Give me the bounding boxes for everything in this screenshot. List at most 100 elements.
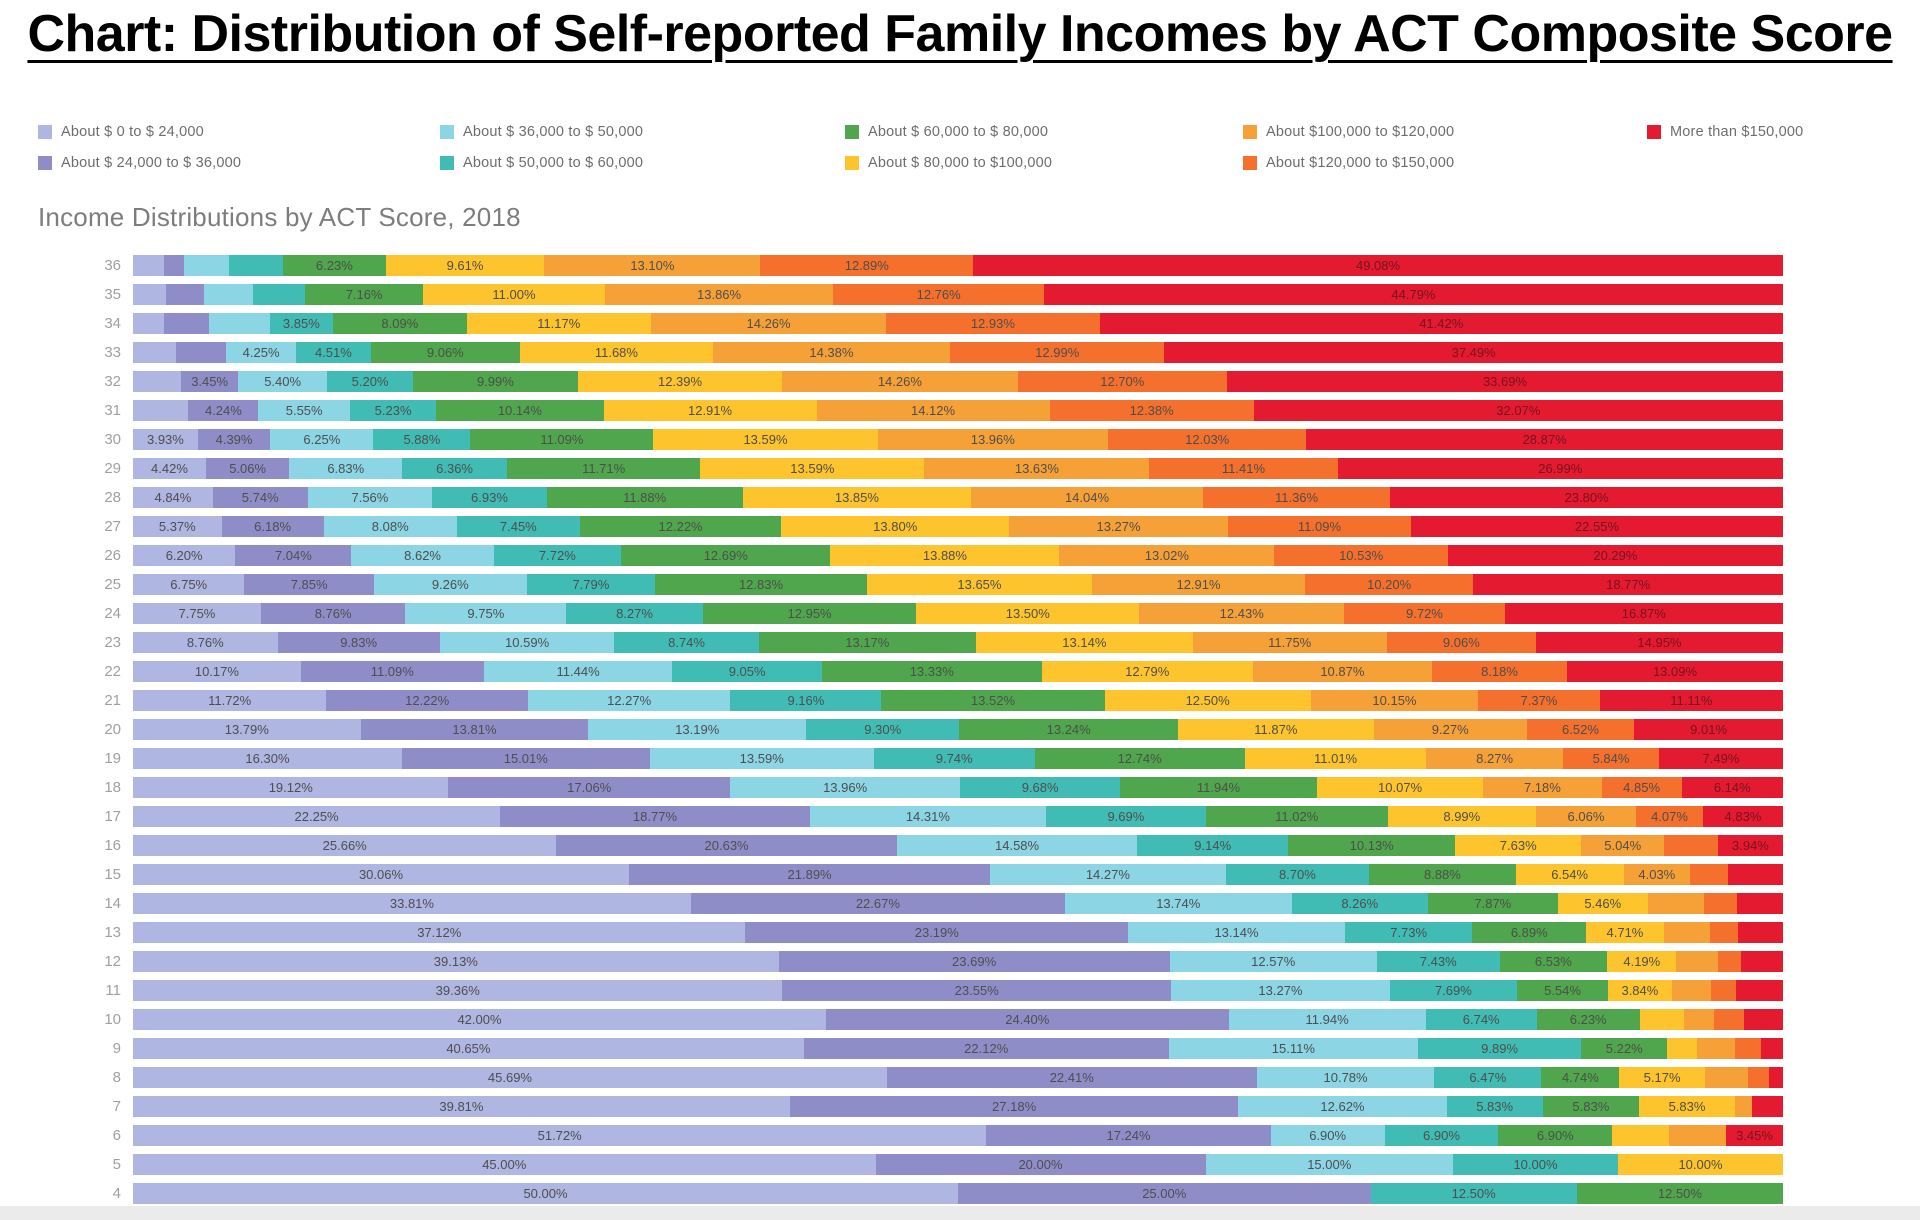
bar-segment: 12.50% [1104,690,1311,711]
bar-segment: 7.18% [1483,777,1602,798]
bar-segment: 8.74% [614,632,759,653]
bar-segment-label: 12.50% [1657,1186,1702,1201]
stacked-bar: 39.36% 23.55% 13.27% 7.69% 5.54% 3.84% [133,980,1783,1001]
bar-segment: 9.26% [373,574,527,595]
bar-segment-label: 10.00% [1513,1157,1558,1172]
bar-row: 26 6.20% 7.04% 8.62% 7.72% 12.69% 13.88% 13.02%… [0,541,1920,570]
y-axis-label: 30 [104,431,121,448]
bar-segment [1684,1009,1714,1030]
bar-segment: 14.12% [816,400,1050,421]
bar-segment [228,255,283,276]
bar-segment: 13.19% [588,719,807,740]
y-axis-label: 29 [104,460,121,477]
bar-segment [133,255,165,276]
bar-segment: 12.27% [527,690,731,711]
bar-segment: 10.07% [1317,777,1484,798]
bar-segment: 22.41% [886,1067,1257,1088]
bar-segment-label: 11.72% [208,693,252,708]
bar-segment-label: 13.74% [1156,896,1201,911]
bar-segment-label: 18.77% [1606,577,1651,592]
y-axis-label: 22 [104,663,121,680]
bar-segment [1647,893,1704,914]
bar-segment [1704,1067,1748,1088]
bar-segment-label: 23.55% [954,983,999,998]
bar-segment: 14.58% [896,835,1138,856]
bar-row: 32 3.45% 5.40% 5.20% 9.99% 12.39% 14.26% 12.70%… [0,367,1920,396]
bar-segment: 8.18% [1432,661,1567,682]
bar-segment: 14.26% [782,371,1018,392]
bar-segment [1735,1096,1752,1117]
legend-swatch-icon [440,124,454,139]
bar-segment-label: 22.25% [294,809,339,824]
bar-segment: 11.17% [466,313,651,334]
bar-segment: 13.74% [1064,893,1292,914]
bar-segment: 8.08% [323,516,457,537]
bar-segment [1663,922,1710,943]
bar-segment-label: 5.22% [1605,1041,1643,1056]
bar-segment: 12.22% [579,516,782,537]
bar-segment: 12.50% [1370,1183,1577,1204]
bar-segment [133,284,166,305]
bar-segment-label: 11.88% [623,490,667,505]
bar-segment: 12.03% [1107,429,1307,450]
bar-segment: 11.09% [470,429,654,450]
bar-segment: 11.88% [546,487,743,508]
y-axis-label: 27 [104,518,121,535]
bar-segment-label: 9.01% [1690,722,1728,737]
bar-segment-label: 13.52% [970,693,1016,708]
bar-segment: 8.27% [1426,748,1563,769]
bar-segment-label: 6.74% [1462,1012,1500,1027]
bar-segment-label: 12.22% [405,693,450,708]
bar-segment: 39.36% [133,980,783,1001]
bar-segment: 10.13% [1288,835,1456,856]
y-axis-label: 24 [104,605,121,622]
bar-segment: 5.04% [1581,835,1665,856]
bar-segment-label: 7.18% [1523,780,1561,795]
bar-segment: 20.63% [556,835,897,856]
bar-segment-label: 6.75% [170,577,208,592]
bar-segment: 10.87% [1252,661,1433,682]
bar-row: 14 33.81% 22.67% 13.74% 8.26% 7.87% 5.46% [0,889,1920,918]
bar-segment [1713,1009,1744,1030]
bar-segment: 3.45% [181,371,239,392]
y-axis-label: 25 [104,576,121,593]
bar-segment: 4.85% [1601,777,1682,798]
bar-segment: 15.00% [1205,1154,1453,1175]
bar-segment: 8.62% [351,545,494,566]
bar-segment-label: 13.81% [452,722,497,737]
bar-segment [1751,1096,1783,1117]
bar-segment: 12.91% [603,400,817,421]
bar-segment: 5.83% [1542,1096,1639,1117]
bar-segment: 8.26% [1291,893,1428,914]
bar-segment-label: 5.55% [285,403,323,418]
bar-segment-label: 13.59% [739,751,784,766]
bar-segment-label: 11.17% [537,316,581,331]
bar-segment: 13.09% [1567,661,1783,682]
bar-segment: 7.85% [244,574,374,595]
bar-segment-label: 6.36% [436,461,473,476]
bar-segment: 7.87% [1427,893,1558,914]
bar-segment: 51.72% [133,1125,987,1146]
bar-segment-label: 44.79% [1391,287,1436,302]
legend-swatch-icon [1243,124,1257,139]
stacked-bar: 7.75% 8.76% 9.75% 8.27% 12.95% 13.50% 12.43% 9.… [133,603,1783,624]
stacked-bar: 39.81% 27.18% 12.62% 5.83% 5.83% 5.83% [133,1096,1783,1117]
bar-segment-label: 8.88% [1423,867,1461,882]
bar-segment: 8.27% [566,603,703,624]
bar-segment: 13.14% [1128,922,1345,943]
bar-segment-label: 9.74% [935,751,973,766]
bar-segment: 37.12% [133,922,746,943]
y-axis-label: 33 [104,344,121,361]
bar-segment: 45.69% [133,1067,887,1088]
bar-segment-label: 14.38% [809,345,854,360]
bar-segment-label: 3.94% [1732,838,1769,853]
bar-segment-label: 17.06% [567,780,612,795]
y-axis-label: 15 [104,866,121,883]
bar-segment-label: 12.91% [1176,577,1221,592]
bar-row: 18 19.12% 17.06% 13.96% 9.68% 11.94% 10.07% 7.1… [0,773,1920,802]
bar-segment [1761,1038,1783,1059]
bar-segment-label: 9.68% [1021,780,1059,795]
bar-segment: 12.22% [326,690,528,711]
bar-segment-label: 5.37% [158,519,196,534]
bar-segment-label: 12.83% [738,577,784,592]
